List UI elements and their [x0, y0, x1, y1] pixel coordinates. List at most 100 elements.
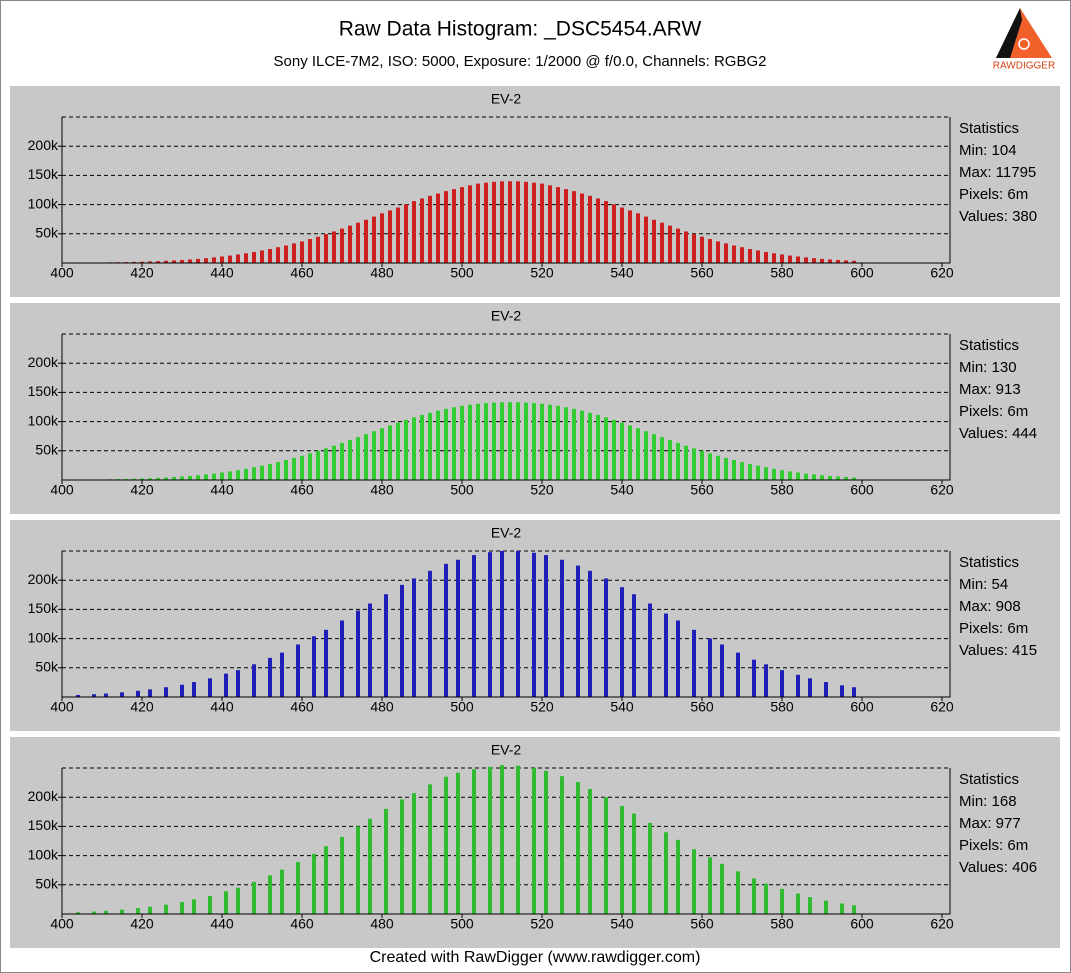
- bar: [356, 610, 360, 697]
- bar: [356, 437, 360, 480]
- bar: [228, 471, 232, 480]
- logo-text: RAWDIGGER: [993, 61, 1055, 72]
- bar: [296, 644, 300, 697]
- bar: [428, 784, 432, 914]
- bar: [172, 260, 176, 263]
- statistics-text: Max: 11795: [959, 164, 1036, 181]
- x-tick-label: 620: [930, 482, 954, 498]
- bar: [572, 408, 576, 480]
- bar: [752, 659, 756, 697]
- bar: [708, 453, 712, 480]
- statistics-text: Values: 415: [959, 642, 1037, 659]
- bar: [460, 405, 464, 480]
- bar: [76, 912, 80, 914]
- bar: [824, 682, 828, 697]
- x-tick-label: 480: [370, 265, 394, 281]
- bar: [388, 425, 392, 480]
- y-tick-label: 50k: [35, 659, 59, 675]
- bar: [488, 552, 492, 697]
- bar: [824, 900, 828, 914]
- bar: [420, 414, 424, 480]
- bar: [724, 457, 728, 480]
- bar: [356, 222, 360, 263]
- bar: [124, 478, 128, 480]
- bar: [404, 204, 408, 263]
- x-tick-label: 420: [130, 482, 154, 498]
- bar: [748, 248, 752, 263]
- bar: [628, 425, 632, 480]
- bar: [444, 563, 448, 697]
- bar: [828, 475, 832, 480]
- bar: [788, 255, 792, 263]
- bar: [236, 254, 240, 263]
- bar: [732, 460, 736, 480]
- bar: [752, 878, 756, 914]
- bar: [804, 257, 808, 263]
- bar: [412, 201, 416, 263]
- bar: [404, 419, 408, 480]
- bar: [316, 450, 320, 480]
- bar: [260, 465, 264, 480]
- y-tick-label: 100k: [28, 195, 59, 211]
- bar: [132, 478, 136, 480]
- logo-edge: [996, 8, 1022, 58]
- x-tick-label: 600: [850, 699, 874, 715]
- bar: [764, 467, 768, 480]
- bar: [312, 853, 316, 914]
- bar: [164, 477, 168, 480]
- bar: [628, 210, 632, 263]
- bar: [204, 258, 208, 263]
- bar: [300, 241, 304, 263]
- bar: [120, 909, 124, 914]
- bar: [720, 644, 724, 697]
- bar: [844, 477, 848, 480]
- x-tick-label: 460: [290, 916, 314, 932]
- bar: [208, 895, 212, 914]
- bar: [684, 445, 688, 480]
- bar: [212, 473, 216, 480]
- statistics-text: Statistics: [959, 337, 1019, 354]
- histogram-panel: EV-2 50k 100k 150k 200k 400 420 440 460 480 500 520…: [10, 737, 1060, 948]
- bar: [244, 468, 248, 480]
- bar: [524, 181, 528, 263]
- x-tick-label: 460: [290, 265, 314, 281]
- bar: [516, 181, 520, 263]
- bar: [340, 836, 344, 914]
- bar: [796, 674, 800, 697]
- bar: [836, 259, 840, 263]
- x-tick-label: 620: [930, 265, 954, 281]
- bar: [540, 183, 544, 263]
- bar: [756, 250, 760, 263]
- y-tick-label: 100k: [28, 629, 59, 645]
- x-tick-label: 580: [770, 699, 794, 715]
- x-tick-label: 440: [210, 265, 234, 281]
- bar: [544, 770, 548, 914]
- bar: [596, 198, 600, 263]
- bar: [164, 687, 168, 697]
- bar: [668, 225, 672, 263]
- bar: [836, 476, 840, 480]
- bar: [484, 182, 488, 263]
- bar: [724, 243, 728, 263]
- bar: [252, 881, 256, 914]
- x-tick-label: 500: [450, 265, 474, 281]
- bar: [556, 187, 560, 263]
- x-tick-label: 540: [610, 265, 634, 281]
- bar: [236, 670, 240, 697]
- bar: [620, 805, 624, 914]
- bar: [764, 883, 768, 914]
- statistics-text: Min: 104: [959, 142, 1017, 159]
- bar: [332, 231, 336, 263]
- bar: [456, 772, 460, 914]
- bar: [576, 565, 580, 697]
- bar: [804, 473, 808, 480]
- bar: [812, 474, 816, 480]
- x-tick-label: 620: [930, 916, 954, 932]
- bar: [720, 863, 724, 914]
- bar: [500, 181, 504, 263]
- bar: [372, 431, 376, 480]
- bar: [252, 664, 256, 697]
- bar: [436, 193, 440, 263]
- bar: [276, 462, 280, 480]
- bar: [276, 247, 280, 263]
